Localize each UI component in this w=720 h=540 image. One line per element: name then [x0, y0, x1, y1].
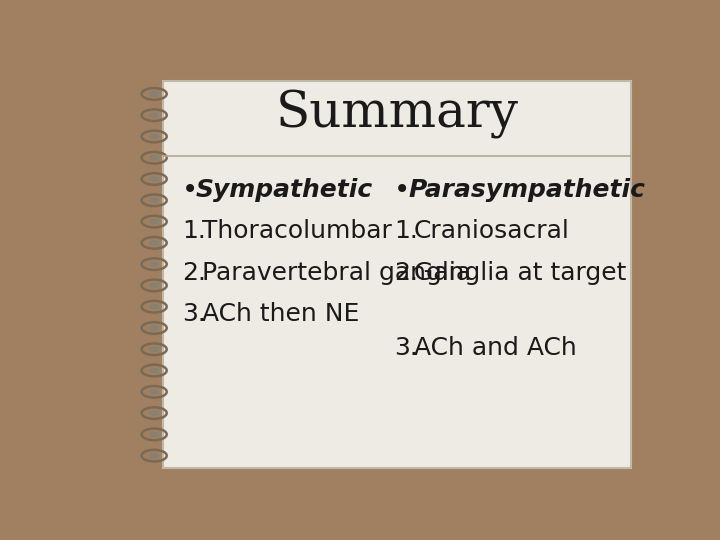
Ellipse shape — [149, 368, 159, 374]
Text: 1.: 1. — [394, 219, 418, 243]
FancyBboxPatch shape — [163, 82, 631, 468]
Ellipse shape — [149, 410, 159, 416]
Text: Ganglia at target: Ganglia at target — [414, 261, 626, 285]
Text: Thoracolumbar: Thoracolumbar — [202, 219, 392, 243]
Ellipse shape — [149, 282, 159, 288]
Ellipse shape — [149, 240, 159, 246]
Ellipse shape — [149, 325, 159, 331]
Ellipse shape — [149, 112, 159, 118]
Ellipse shape — [149, 91, 159, 97]
Ellipse shape — [149, 431, 159, 437]
Text: •: • — [182, 176, 198, 204]
Text: ACh and ACh: ACh and ACh — [414, 335, 577, 360]
Text: •: • — [394, 176, 410, 204]
Ellipse shape — [149, 176, 159, 182]
Ellipse shape — [149, 261, 159, 267]
Ellipse shape — [149, 219, 159, 225]
Text: Parasympathetic: Parasympathetic — [408, 178, 645, 201]
Text: Sympathetic: Sympathetic — [196, 178, 373, 201]
Ellipse shape — [149, 389, 159, 395]
Ellipse shape — [149, 198, 159, 203]
Text: Craniosacral: Craniosacral — [414, 219, 570, 243]
Ellipse shape — [149, 133, 159, 139]
Text: 1.: 1. — [182, 219, 206, 243]
Text: 3.: 3. — [182, 302, 206, 326]
Text: Summary: Summary — [276, 90, 518, 139]
Text: 2.: 2. — [394, 261, 418, 285]
Ellipse shape — [149, 453, 159, 458]
Ellipse shape — [149, 155, 159, 161]
Text: 2.: 2. — [182, 261, 206, 285]
Text: Paravertebral ganglia: Paravertebral ganglia — [202, 261, 471, 285]
Text: ACh then NE: ACh then NE — [202, 302, 359, 326]
Ellipse shape — [149, 346, 159, 352]
Ellipse shape — [149, 304, 159, 309]
Text: 3.: 3. — [394, 335, 418, 360]
